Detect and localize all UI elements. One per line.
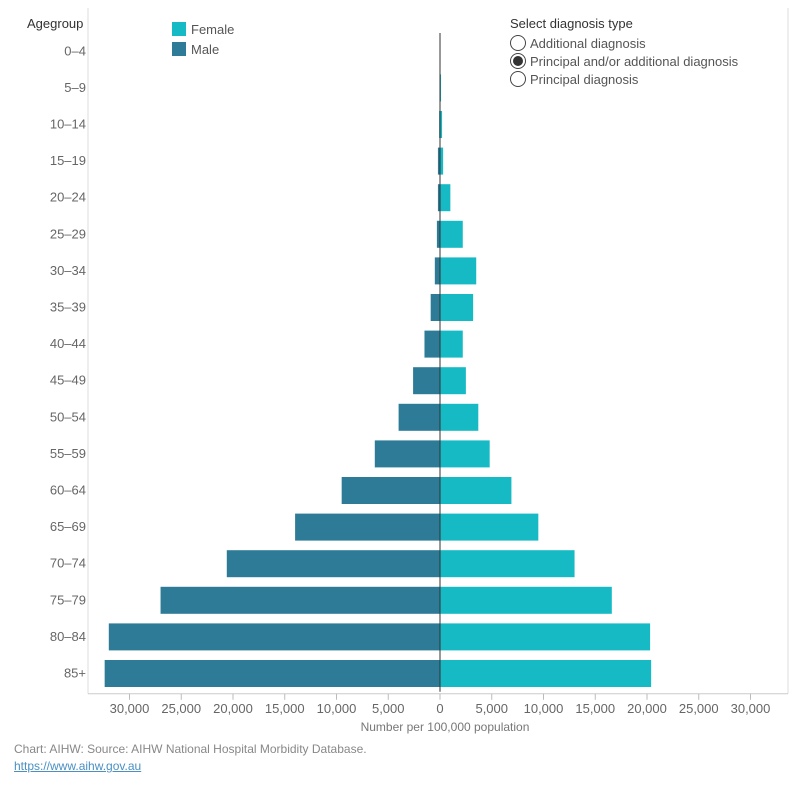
- legend-item-male[interactable]: Male: [172, 39, 234, 59]
- y-tick-label: 10–14: [50, 117, 86, 132]
- female-bar[interactable]: [440, 623, 651, 651]
- male-bar[interactable]: [374, 440, 440, 468]
- male-swatch: [172, 42, 186, 56]
- radio-label: Additional diagnosis: [530, 35, 646, 51]
- x-axis-label: Number per 100,000 population: [361, 720, 530, 734]
- y-tick-label: 50–54: [50, 409, 86, 424]
- male-bar[interactable]: [436, 220, 440, 248]
- radio-icon[interactable]: [510, 35, 526, 51]
- x-tick-label: 10,000: [317, 701, 357, 716]
- x-tick-label: 20,000: [627, 701, 667, 716]
- x-tick-label: 30,000: [731, 701, 771, 716]
- female-bar[interactable]: [440, 660, 652, 687]
- y-axis-title: Agegroup: [27, 16, 84, 31]
- y-tick-label: 60–64: [50, 483, 86, 498]
- radio-icon[interactable]: [510, 53, 526, 69]
- y-tick-label: 75–79: [50, 592, 86, 607]
- radio-label: Principal diagnosis: [530, 71, 639, 87]
- male-bar[interactable]: [160, 586, 441, 614]
- radio-label: Principal and/or additional diagnosis: [530, 53, 739, 69]
- diagnosis-type-selector: Select diagnosis type Additional diagnos…: [510, 16, 738, 88]
- x-tick-label: 15,000: [575, 701, 615, 716]
- x-tick-label: 25,000: [679, 701, 719, 716]
- female-bar[interactable]: [440, 330, 463, 358]
- legend: Female Male: [172, 19, 234, 59]
- male-bar[interactable]: [104, 660, 440, 687]
- y-tick-label: 55–59: [50, 446, 86, 461]
- source-note: Chart: AIHW: Source: AIHW National Hospi…: [14, 742, 367, 756]
- aihw-link[interactable]: https://www.aihw.gov.au: [14, 759, 142, 773]
- male-bar[interactable]: [437, 184, 440, 212]
- female-bar[interactable]: [440, 550, 575, 578]
- diagnosis-type-title: Select diagnosis type: [510, 16, 633, 31]
- y-tick-label: 80–84: [50, 629, 86, 644]
- female-bar[interactable]: [440, 403, 479, 431]
- y-tick-label: 5–9: [64, 80, 86, 95]
- y-tick-label: 20–24: [50, 190, 86, 205]
- male-bar[interactable]: [295, 513, 440, 541]
- female-bar[interactable]: [440, 74, 442, 102]
- female-bar[interactable]: [440, 111, 443, 138]
- female-bar[interactable]: [440, 257, 477, 285]
- female-bar[interactable]: [440, 147, 444, 175]
- female-swatch: [172, 22, 186, 36]
- x-tick-label: 15,000: [265, 701, 305, 716]
- radio-principal-and-or-additional-diagnosis[interactable]: Principal and/or additional diagnosis: [510, 52, 738, 70]
- male-bar[interactable]: [430, 294, 440, 321]
- male-bar[interactable]: [108, 623, 441, 651]
- radio-principal-diagnosis[interactable]: Principal diagnosis: [510, 70, 738, 88]
- x-tick-label: 30,000: [110, 701, 150, 716]
- x-tick-label: 0: [436, 701, 443, 716]
- x-tick-label: 10,000: [524, 701, 564, 716]
- legend-item-female[interactable]: Female: [172, 19, 234, 39]
- y-tick-label: 35–39: [50, 300, 86, 315]
- radio-additional-diagnosis[interactable]: Additional diagnosis: [510, 34, 738, 52]
- y-tick-label: 30–34: [50, 263, 86, 278]
- footer: Chart: AIHW: Source: AIHW National Hospi…: [14, 742, 367, 773]
- y-tick-label: 0–4: [64, 43, 86, 58]
- female-bar[interactable]: [440, 440, 490, 468]
- bars: [104, 37, 652, 687]
- y-tick-label: 45–49: [50, 373, 86, 388]
- male-bar[interactable]: [424, 330, 440, 358]
- legend-label-male: Male: [191, 41, 220, 57]
- y-tick-label: 70–74: [50, 556, 86, 571]
- legend-label-female: Female: [191, 21, 235, 37]
- y-tick-labels: 0–4 5–9 10–14 15–19 20–24 25–29 30–34 35–39 40–4…: [50, 43, 86, 680]
- x-tick-label: 20,000: [213, 701, 253, 716]
- male-bar[interactable]: [434, 257, 440, 285]
- radio-dot-icon: [513, 56, 523, 66]
- female-bar[interactable]: [440, 477, 512, 504]
- radio-icon[interactable]: [510, 71, 526, 87]
- x-axis: 30,000 25,000 20,000 15,000 10,000 5,000 0 5,00…: [88, 33, 788, 716]
- female-bar[interactable]: [440, 586, 612, 614]
- female-bar[interactable]: [440, 513, 539, 541]
- female-bar[interactable]: [440, 294, 474, 321]
- x-tick-label: 5,000: [372, 701, 405, 716]
- male-bar[interactable]: [341, 477, 440, 504]
- female-bar[interactable]: [440, 367, 466, 395]
- y-tick-label: 40–44: [50, 336, 86, 351]
- y-tick-label: 65–69: [50, 519, 86, 534]
- female-bar[interactable]: [440, 220, 463, 248]
- male-bar[interactable]: [437, 147, 440, 175]
- x-tick-label: 25,000: [161, 701, 201, 716]
- male-bar[interactable]: [398, 403, 440, 431]
- y-tick-label: 25–29: [50, 226, 86, 241]
- x-tick-label: 5,000: [475, 701, 508, 716]
- male-bar[interactable]: [413, 367, 440, 395]
- y-tick-label: 85+: [64, 666, 86, 681]
- male-bar[interactable]: [226, 550, 440, 578]
- y-tick-label: 15–19: [50, 153, 86, 168]
- row-bands: [87, 8, 789, 694]
- female-bar[interactable]: [440, 184, 451, 212]
